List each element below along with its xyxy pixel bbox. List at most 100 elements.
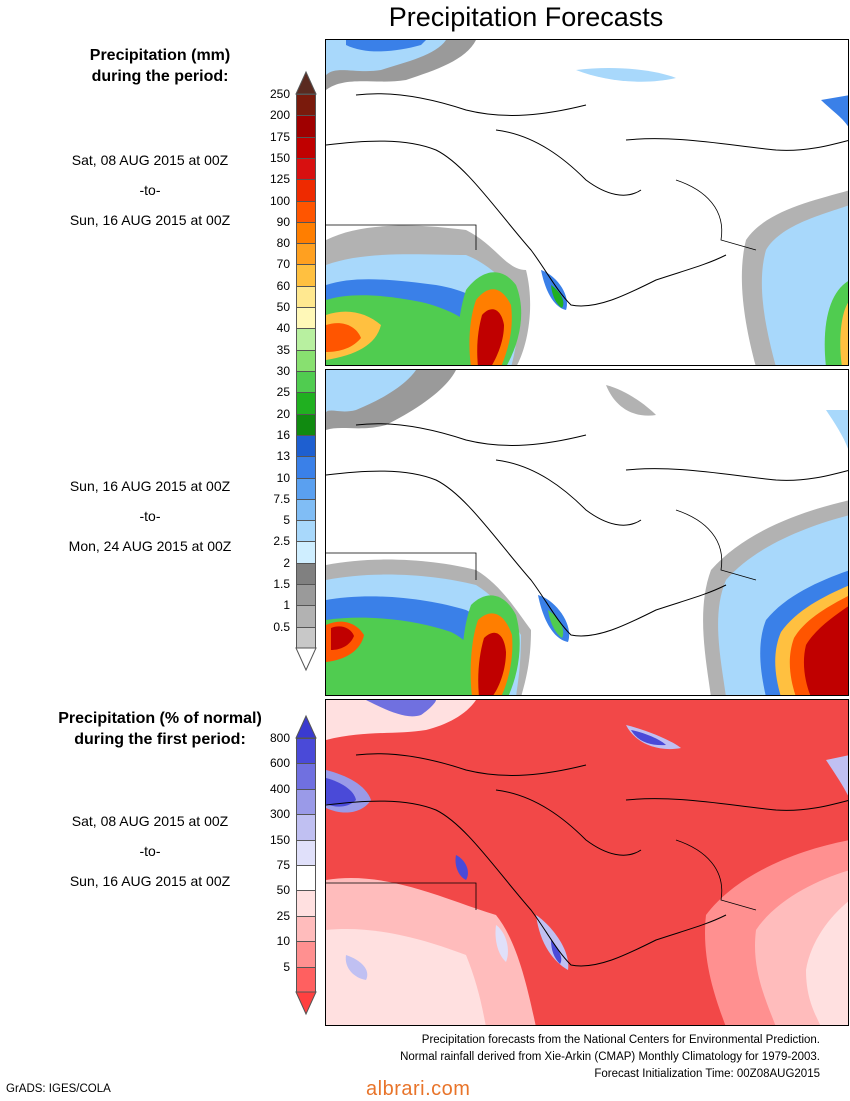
precip-scale-label: 60 (276, 278, 290, 293)
period3-dates: Sat, 08 AUG 2015 at 00Z -to- Sun, 16 AUG… (0, 806, 300, 896)
percent-scale-bottom-arrow (295, 991, 317, 1016)
percent-scale-swatch (296, 890, 316, 917)
precip-scale-label: 35 (276, 342, 290, 357)
precip-scale-swatch (296, 221, 316, 244)
grads-credit: GrADS: IGES/COLA (6, 1083, 111, 1095)
precip-scale-label: 40 (276, 321, 290, 336)
precip-scale-label: 1.5 (273, 577, 290, 592)
precip-scale-label: 200 (269, 108, 290, 123)
precip-scale-swatch (296, 584, 316, 606)
precip-scale-label: 10 (276, 470, 290, 485)
percent-scale-swatch (296, 738, 316, 764)
period3-end: Sun, 16 AUG 2015 at 00Z (69, 873, 231, 889)
map-period2 (326, 370, 848, 695)
precip-scale-label: 16 (276, 427, 290, 442)
percent-heading-line2: during the first period: (74, 731, 246, 748)
percent-colorbar (295, 714, 317, 1016)
percent-scale-swatch (296, 966, 316, 993)
percent-scale-label: 600 (269, 756, 290, 771)
map-percent-of-normal (326, 700, 848, 1025)
precip-scale-label: 1 (283, 598, 290, 613)
precip-scale-label: 5 (283, 513, 290, 528)
precip-scale-swatch (296, 413, 316, 436)
percent-scale-swatch (296, 941, 316, 968)
precip-heading-line1: Precipitation (mm) (89, 47, 231, 64)
precip-scale-swatch (296, 328, 316, 351)
precip-scale-swatch (296, 136, 316, 159)
percent-scale-label: 800 (269, 731, 290, 745)
footer-line2: Normal rainfall derived from Xie-Arkin (… (400, 1051, 820, 1063)
precip-scale-swatch (296, 371, 316, 393)
precip-scale-swatch (296, 541, 316, 564)
precip-scale-label: 50 (276, 300, 290, 315)
precip-scale-label: 150 (269, 150, 290, 165)
percent-scale-label: 25 (276, 908, 290, 923)
footer-line1: Precipitation forecasts from the Nationa… (421, 1034, 820, 1046)
precip-scale-bottom-arrow (295, 647, 317, 672)
precip-scale-swatch (296, 200, 316, 223)
precip-colorbar (295, 70, 317, 672)
precip-scale-swatch (296, 605, 316, 628)
period1-dates: Sat, 08 AUG 2015 at 00Z -to- Sun, 16 AUG… (0, 145, 300, 235)
precip-scale-swatch (296, 94, 316, 116)
map-panel-period2 (325, 369, 849, 696)
page-title: Precipitation Forecasts (388, 2, 664, 32)
precip-scale-label: 13 (276, 449, 290, 464)
percent-scale-label: 400 (269, 781, 290, 796)
precip-scale-swatch (296, 520, 316, 542)
precip-scale-swatch (296, 179, 316, 202)
precip-scale-swatch (296, 243, 316, 265)
precip-scale-label: 125 (269, 172, 290, 187)
precip-scale-label: 175 (269, 129, 290, 144)
precip-scale-swatch (296, 434, 316, 457)
precip-scale-swatch (296, 498, 316, 521)
precip-scale-swatch (296, 285, 316, 308)
precip-scale-label: 0.5 (273, 619, 290, 634)
percent-scale-swatch (296, 915, 316, 942)
percent-scale-swatch (296, 814, 316, 841)
precip-scale-label: 100 (269, 193, 290, 208)
percent-scale-swatch (296, 788, 316, 815)
precip-scale-label: 250 (269, 87, 290, 101)
map-panel-period1 (325, 39, 849, 366)
precip-scale-top-arrow (295, 70, 317, 95)
period1-start: Sat, 08 AUG 2015 at 00Z (71, 152, 229, 168)
precip-scale-swatch (296, 307, 316, 329)
precip-scale-swatch (296, 157, 316, 180)
precip-scale-label: 30 (276, 364, 290, 378)
percent-scale-label: 5 (283, 959, 290, 974)
percent-scale-top-arrow (295, 714, 317, 739)
percent-scale-swatch (296, 865, 316, 891)
precip-heading-line2: during the period: (91, 68, 229, 85)
period1-end: Sun, 16 AUG 2015 at 00Z (69, 212, 231, 228)
percent-scale-label: 75 (276, 858, 290, 872)
period2-start: Sun, 16 AUG 2015 at 00Z (69, 478, 231, 494)
precip-scale-swatch (296, 626, 316, 649)
percent-colorbar-labels: 800 600 400 300 150 75 50 25 10 5 (248, 716, 290, 1014)
precip-scale-label: 90 (276, 214, 290, 229)
precip-scale-label: 2 (283, 555, 290, 570)
percent-scale-label: 10 (276, 934, 290, 949)
precip-scale-swatch (296, 349, 316, 372)
percent-heading: Precipitation (% of normal) during the f… (0, 708, 320, 750)
precip-scale-label: 80 (276, 236, 290, 251)
footer-notes: Precipitation forecasts from the Nationa… (400, 1032, 820, 1083)
precip-scale-label: 25 (276, 385, 290, 400)
period3-start: Sat, 08 AUG 2015 at 00Z (71, 813, 229, 829)
period2-dates: Sun, 16 AUG 2015 at 00Z -to- Mon, 24 AUG… (0, 471, 300, 561)
percent-scale-swatch (296, 839, 316, 866)
precip-scale-label: 7.5 (273, 491, 290, 506)
map-period1 (326, 40, 848, 365)
precip-heading: Precipitation (mm) during the period: (0, 45, 320, 87)
precip-scale-swatch (296, 456, 316, 479)
precip-scale-swatch (296, 115, 316, 138)
percent-scale-swatch (296, 763, 316, 790)
precip-scale-label: 20 (276, 406, 290, 421)
period2-end: Mon, 24 AUG 2015 at 00Z (68, 538, 232, 554)
map-panel-percent (325, 699, 849, 1026)
period2-to: -to- (139, 508, 161, 524)
percent-scale-label: 150 (269, 832, 290, 847)
precip-scale-label: 70 (276, 257, 290, 272)
watermark: albrari.com (366, 1078, 471, 1100)
precip-scale-swatch (296, 477, 316, 500)
